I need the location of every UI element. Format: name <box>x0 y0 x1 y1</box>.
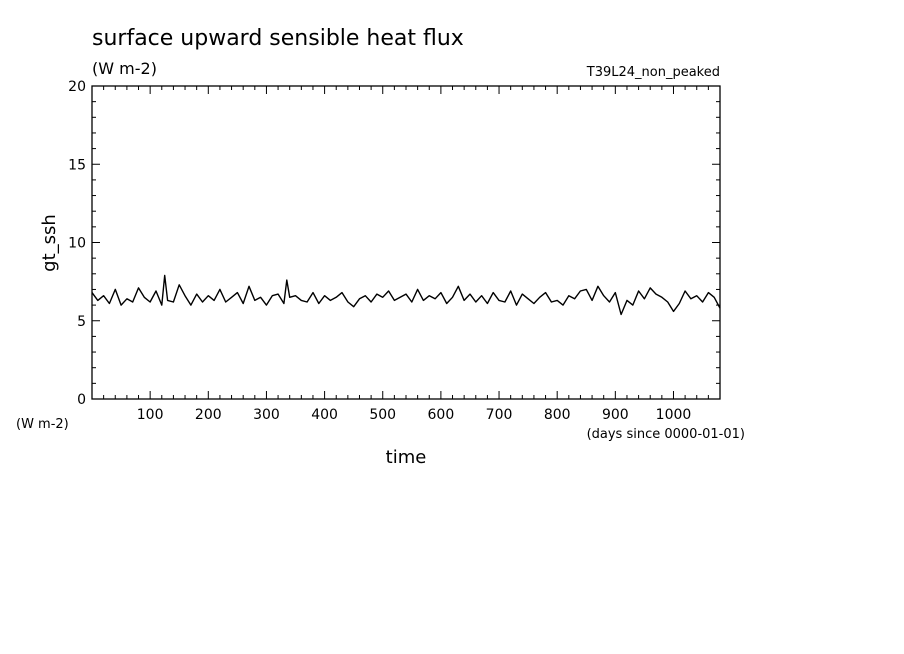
y-axis-units: (W m-2) <box>16 417 69 432</box>
y-tick-label: 5 <box>77 314 86 330</box>
x-tick-label: 800 <box>544 407 571 423</box>
x-tick-label: 200 <box>195 407 222 423</box>
x-tick-label: 100 <box>137 407 164 423</box>
chart-title: surface upward sensible heat flux <box>92 26 464 51</box>
series-line <box>91 274 721 316</box>
axes: 100 200 300 400 500 600 700 800 900 1000 0 5 10 15 20 <box>68 79 720 423</box>
x-tick-label: 500 <box>369 407 396 423</box>
x-tick-label: 900 <box>602 407 629 423</box>
x-tick-label: 300 <box>253 407 280 423</box>
x-tick-label: 700 <box>486 407 513 423</box>
chart-subtitle: (W m-2) <box>92 59 157 78</box>
y-axis-label: gt_ssh <box>39 214 60 272</box>
x-tick-label: 400 <box>311 407 338 423</box>
x-tick-label: 600 <box>428 407 455 423</box>
x-axis-units: (days since 0000-01-01) <box>587 427 745 442</box>
y-tick-label: 15 <box>68 157 86 173</box>
plot-area <box>91 274 721 316</box>
y-tick-label: 20 <box>68 79 86 95</box>
x-tick-label: 1000 <box>656 407 692 423</box>
x-axis-label: time <box>386 447 427 468</box>
plot-frame <box>91 85 721 400</box>
y-tick-label: 10 <box>68 236 86 252</box>
run-label: T39L24_non_peaked <box>586 65 720 80</box>
y-tick-label: 0 <box>77 392 86 408</box>
